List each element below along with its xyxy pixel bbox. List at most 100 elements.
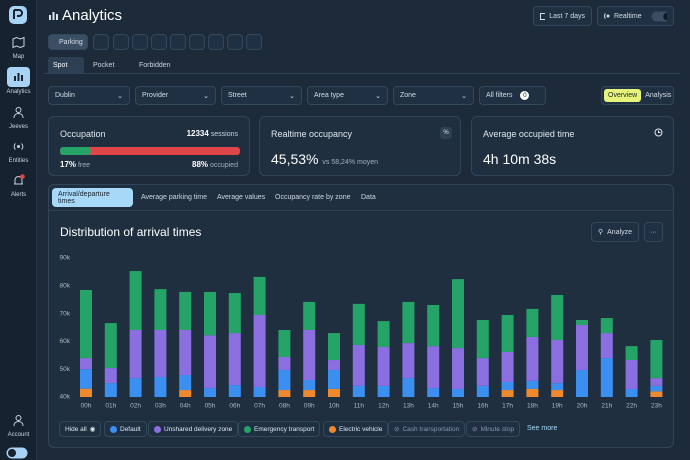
view-option[interactable]: Analysis bbox=[645, 92, 672, 99]
bar-segment bbox=[303, 301, 316, 331]
category-icon[interactable] bbox=[151, 34, 167, 50]
bar-segment bbox=[476, 385, 489, 397]
chart-tab-active[interactable]: Arrival/departure times bbox=[52, 188, 133, 207]
x-tick-label: 04h bbox=[180, 403, 191, 410]
legend-item-inactive[interactable]: ⊘ Cash transportation bbox=[388, 421, 466, 437]
date-range: Last 7 days bbox=[549, 12, 585, 20]
bar-segment bbox=[501, 314, 514, 352]
legend-item[interactable]: Default bbox=[104, 421, 147, 437]
filter-dropdown[interactable]: Provider ⌄ bbox=[135, 86, 216, 105]
x-tick-label: 10h bbox=[329, 403, 340, 410]
bar-segment bbox=[303, 390, 316, 397]
nav-label[interactable]: Map bbox=[12, 54, 25, 60]
realtime-comparison: vs 58,24% moyen bbox=[322, 159, 379, 166]
category-icon[interactable] bbox=[132, 34, 148, 50]
bar-segment bbox=[129, 378, 142, 397]
bar-segment bbox=[204, 335, 216, 389]
legend-item[interactable]: Unshared delivery zone bbox=[148, 421, 239, 437]
nav-label[interactable]: Analytics bbox=[6, 89, 31, 95]
category-icon[interactable] bbox=[189, 34, 205, 50]
filter-label: Area type bbox=[314, 92, 344, 99]
logo[interactable] bbox=[8, 5, 28, 25]
nav-label[interactable]: Jeeves bbox=[8, 124, 28, 130]
bar-segment bbox=[452, 388, 464, 397]
filter-count: 0 bbox=[520, 91, 530, 100]
chart-tab[interactable]: Occupancy rate by zone bbox=[275, 194, 351, 201]
tab[interactable]: Forbidden bbox=[134, 57, 186, 73]
free-label: free bbox=[77, 162, 91, 169]
bar-segment bbox=[377, 321, 390, 347]
x-tick-label: 09h bbox=[304, 403, 315, 410]
bar-segment bbox=[328, 388, 340, 397]
category-icon[interactable] bbox=[93, 34, 109, 50]
see-more[interactable]: See more bbox=[527, 425, 558, 432]
legend-item[interactable]: Emergency transport bbox=[238, 421, 321, 437]
percent-icon[interactable]: % bbox=[440, 127, 452, 139]
category-icon[interactable] bbox=[246, 34, 262, 50]
jeeves-icon[interactable] bbox=[12, 106, 25, 119]
hide-all-button[interactable]: Hide all ◉ bbox=[59, 421, 102, 437]
entities-icon[interactable] bbox=[12, 140, 25, 153]
map-icon[interactable] bbox=[12, 36, 25, 49]
x-tick-label: 18h bbox=[527, 403, 538, 410]
realtime-value: 45,53% vs 58,24% moyen bbox=[271, 151, 378, 167]
chart-tab[interactable]: Average values bbox=[217, 194, 266, 201]
filter-dropdown[interactable]: Area type ⌄ bbox=[307, 86, 388, 105]
category-icon[interactable] bbox=[113, 34, 129, 50]
y-tick-label: 80k bbox=[60, 283, 71, 290]
more-button[interactable]: ··· bbox=[644, 222, 663, 242]
category-icon[interactable] bbox=[170, 34, 186, 50]
bar-segment bbox=[526, 308, 539, 337]
account-icon[interactable] bbox=[12, 414, 25, 427]
view-active[interactable]: Overview bbox=[604, 89, 642, 102]
nav-label[interactable]: Entities bbox=[8, 158, 29, 164]
view-switch[interactable]: Overview Analysis bbox=[601, 86, 674, 105]
bar-segment bbox=[526, 388, 539, 397]
filter-dropdown[interactable]: Zone ⌄ bbox=[393, 86, 474, 105]
bar-segment bbox=[402, 343, 415, 379]
all-filters: All filters bbox=[486, 92, 513, 99]
bar-segment bbox=[303, 380, 316, 391]
chart-tab[interactable]: Average parking time bbox=[141, 194, 208, 201]
bar-segment bbox=[377, 385, 390, 397]
sessions-label: sessions bbox=[210, 131, 238, 138]
category-icon[interactable] bbox=[208, 34, 224, 50]
realtime-percent: 45,53% bbox=[271, 151, 319, 167]
y-tick-label: 50k bbox=[60, 366, 71, 373]
chart-tab[interactable]: Data bbox=[361, 194, 376, 201]
bar-segment bbox=[650, 385, 663, 392]
x-tick-label: 03h bbox=[155, 403, 166, 410]
bar-segment bbox=[278, 356, 291, 371]
analyze-label: Analyze bbox=[607, 228, 633, 236]
date-range-button[interactable]: Last 7 days bbox=[533, 6, 592, 26]
bar-segment bbox=[427, 388, 440, 397]
category-icon[interactable] bbox=[227, 34, 243, 50]
nav-label[interactable]: Alerts bbox=[10, 192, 27, 198]
legend-item[interactable]: Electric vehicle bbox=[323, 421, 389, 437]
analyze-button[interactable]: ⚲ Analyze bbox=[591, 222, 639, 242]
x-tick-label: 05h bbox=[205, 403, 216, 410]
nav-label[interactable]: Account bbox=[7, 432, 30, 438]
tab[interactable]: Pocket bbox=[88, 57, 130, 73]
clock-icon[interactable] bbox=[654, 128, 663, 137]
bar-segment bbox=[278, 390, 291, 397]
city-filter[interactable]: Dublin ⌄ bbox=[48, 86, 130, 105]
tab-active[interactable]: Spot bbox=[48, 57, 84, 73]
card-title: Average occupied time bbox=[483, 129, 575, 139]
filter-dropdown[interactable]: Street ⌄ bbox=[221, 86, 302, 105]
bar-segment bbox=[650, 378, 663, 386]
bar-segment bbox=[80, 289, 92, 359]
alerts-icon[interactable] bbox=[12, 174, 25, 187]
nav-active[interactable] bbox=[7, 67, 30, 87]
bar-segment bbox=[526, 380, 539, 389]
all-filters-button[interactable]: All filters 0 bbox=[479, 86, 546, 105]
realtime-toggle[interactable]: Realtime bbox=[597, 6, 674, 26]
parking-chip[interactable]: Parking bbox=[48, 34, 88, 50]
filter-label: Zone bbox=[400, 92, 416, 99]
theme-toggle[interactable] bbox=[6, 447, 28, 459]
bar-segment bbox=[526, 336, 539, 381]
bar-segment bbox=[154, 376, 167, 397]
x-tick-label: 12h bbox=[378, 403, 389, 410]
y-tick-label: 60k bbox=[60, 338, 71, 345]
legend-item-inactive[interactable]: ⊘ Minute stop bbox=[466, 421, 521, 437]
